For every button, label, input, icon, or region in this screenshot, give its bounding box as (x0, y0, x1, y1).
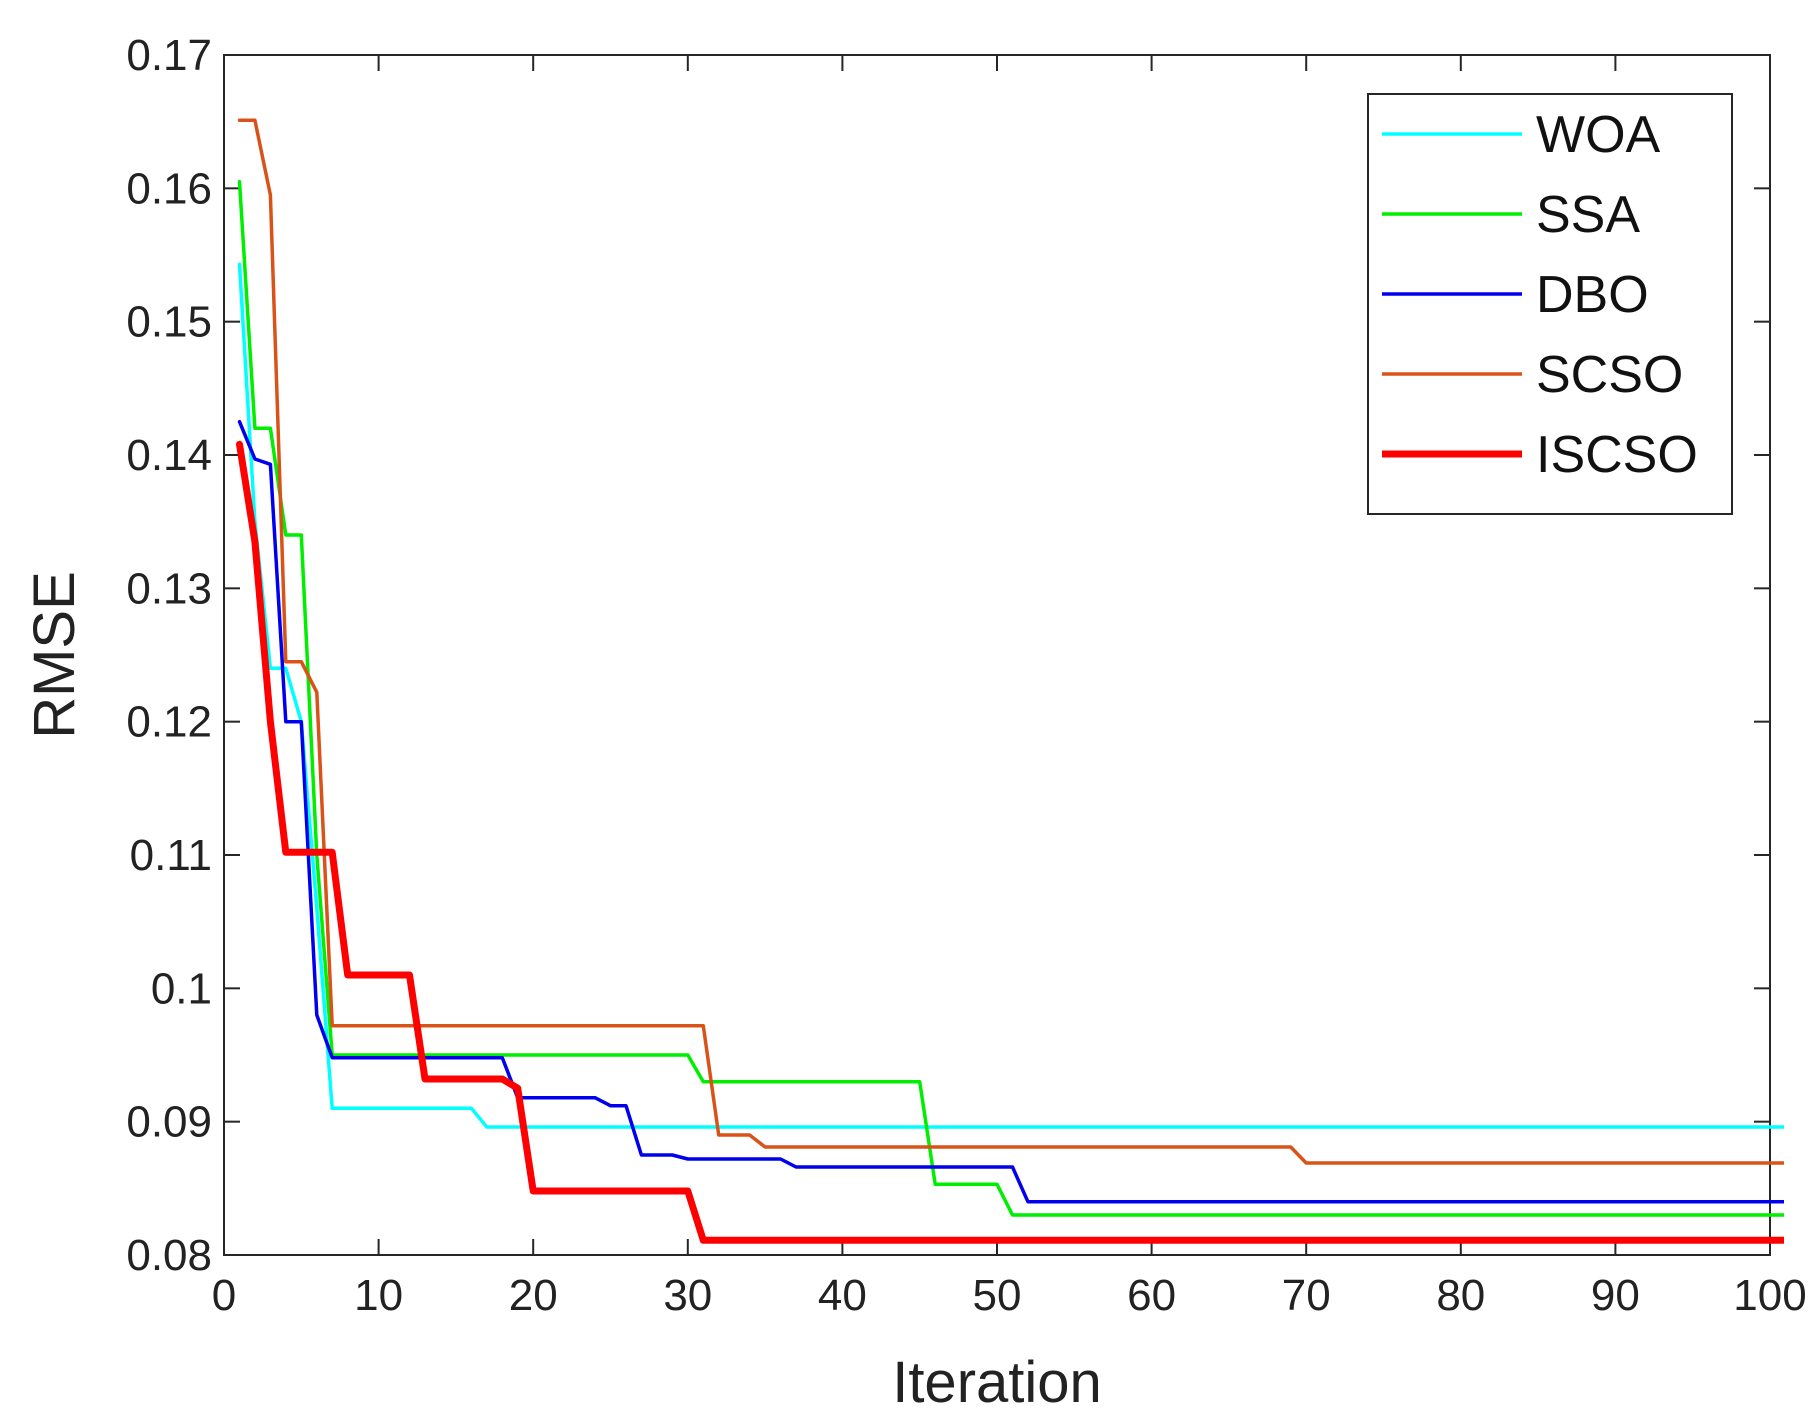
x-tick-label: 100 (1733, 1271, 1806, 1320)
y-axis-title: RMSE (22, 571, 87, 739)
legend-label-woa: WOA (1536, 106, 1661, 164)
x-tick-label: 40 (818, 1271, 867, 1320)
series-line-ssa (237, 179, 1784, 1217)
y-tick-label: 0.13 (126, 564, 212, 613)
x-tick-label: 30 (663, 1271, 712, 1320)
y-tick-label: 0.09 (126, 1098, 212, 1147)
y-tick-label: 0.08 (126, 1231, 212, 1280)
x-tick-label: 10 (354, 1271, 403, 1320)
x-tick-label: 0 (212, 1271, 236, 1320)
legend-box (1367, 93, 1733, 515)
legend-label-dbo: DBO (1536, 266, 1649, 324)
legend: WOA SSA DBO SCSO ISCSO (1367, 93, 1733, 515)
y-axis: 0.08 0.09 0.1 0.11 0.12 0.13 0.14 0.15 0.16 0.17 (126, 31, 1770, 1280)
y-tick-label: 0.17 (126, 31, 212, 80)
y-tick-label: 0.14 (126, 431, 212, 480)
x-tick-label: 50 (973, 1271, 1022, 1320)
x-tick-label: 90 (1591, 1271, 1640, 1320)
y-tick-label: 0.16 (126, 164, 212, 213)
y-tick-label: 0.15 (126, 298, 212, 347)
legend-label-ssa: SSA (1536, 186, 1640, 244)
x-tick-label: 20 (509, 1271, 558, 1320)
series-lines (236, 118, 1784, 1244)
x-axis: 0 10 20 30 40 50 60 70 80 90 100 (212, 55, 1807, 1320)
series-line-scso (237, 118, 1784, 1165)
x-axis-title: Iteration (892, 1350, 1102, 1415)
y-tick-label: 0.1 (151, 964, 212, 1013)
series-line-woa (237, 262, 1784, 1129)
y-tick-label: 0.12 (126, 698, 212, 747)
x-tick-label: 70 (1282, 1271, 1331, 1320)
legend-label-iscso: ISCSO (1536, 426, 1698, 484)
series-line-iscso (236, 440, 1784, 1244)
x-tick-label: 60 (1127, 1271, 1176, 1320)
series-line-dbo (237, 419, 1784, 1204)
x-tick-label: 80 (1436, 1271, 1485, 1320)
y-tick-label: 0.11 (130, 831, 212, 880)
legend-label-scso: SCSO (1536, 346, 1683, 404)
